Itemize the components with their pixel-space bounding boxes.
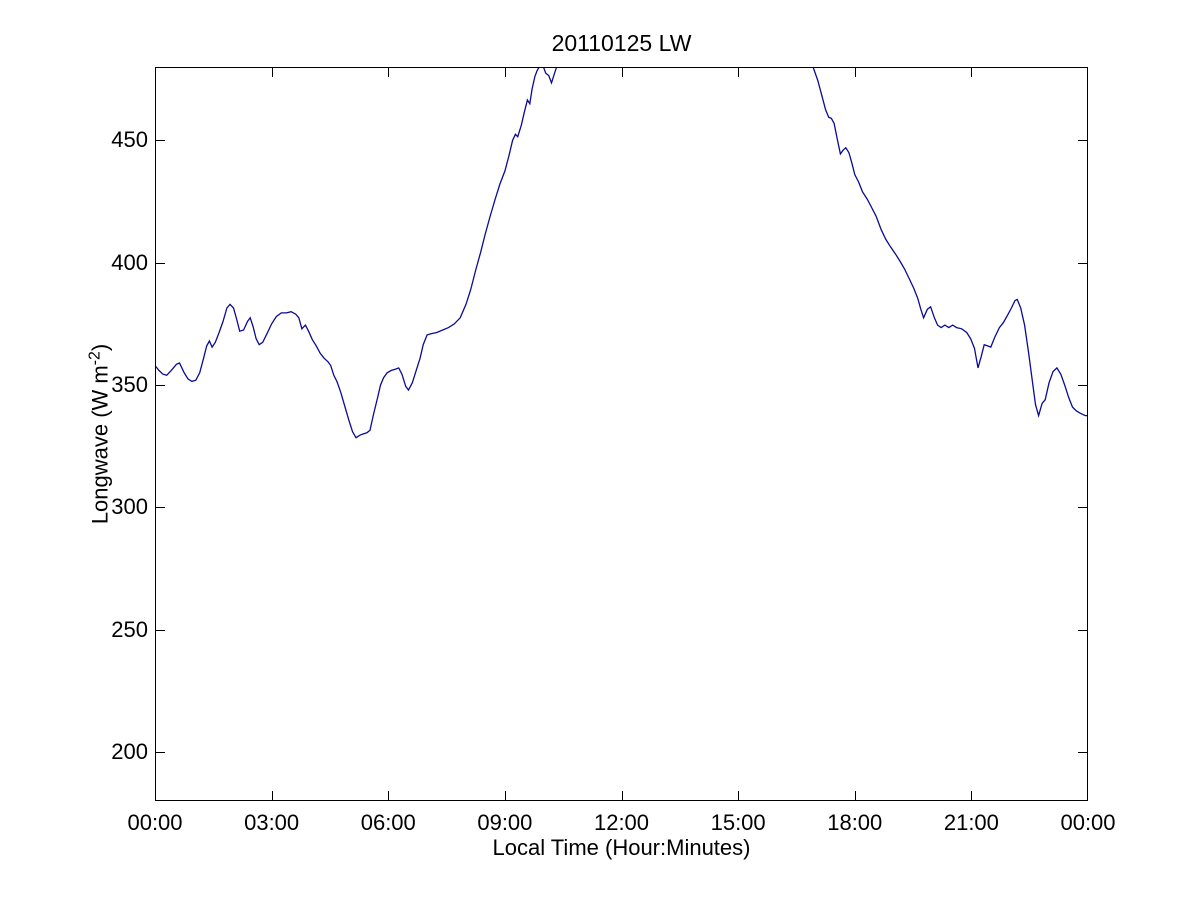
x-tick-label: 00:00 <box>1060 810 1116 835</box>
x-tick-label: 09:00 <box>477 810 533 835</box>
y-tick-label: 300 <box>111 494 148 520</box>
x-tick-label: 21:00 <box>943 810 999 835</box>
y-axis-label-close: ) <box>87 343 113 352</box>
y-tick-label: 350 <box>111 372 148 398</box>
x-tick-label: 03:00 <box>244 810 300 835</box>
y-tick-label: 400 <box>111 249 148 275</box>
x-tick-label: 00:00 <box>127 810 183 835</box>
x-axis-label: Local Time (Hour:Minutes) <box>492 835 751 860</box>
y-tick-label: 250 <box>111 616 148 642</box>
y-tick-label: 450 <box>111 127 148 153</box>
x-tick-label: 15:00 <box>710 810 766 835</box>
plot-area <box>155 67 1088 801</box>
y-tick-label: 200 <box>111 739 148 765</box>
axes-box <box>155 67 1088 801</box>
x-tick-label: 06:00 <box>360 810 416 835</box>
x-tick-label: 18:00 <box>827 810 883 835</box>
chart-title: 20110125 LW <box>551 30 692 56</box>
x-tick-label: 12:00 <box>593 810 650 835</box>
y-axis-label-superscript: -2 <box>86 351 104 366</box>
longwave-line <box>155 67 1088 439</box>
